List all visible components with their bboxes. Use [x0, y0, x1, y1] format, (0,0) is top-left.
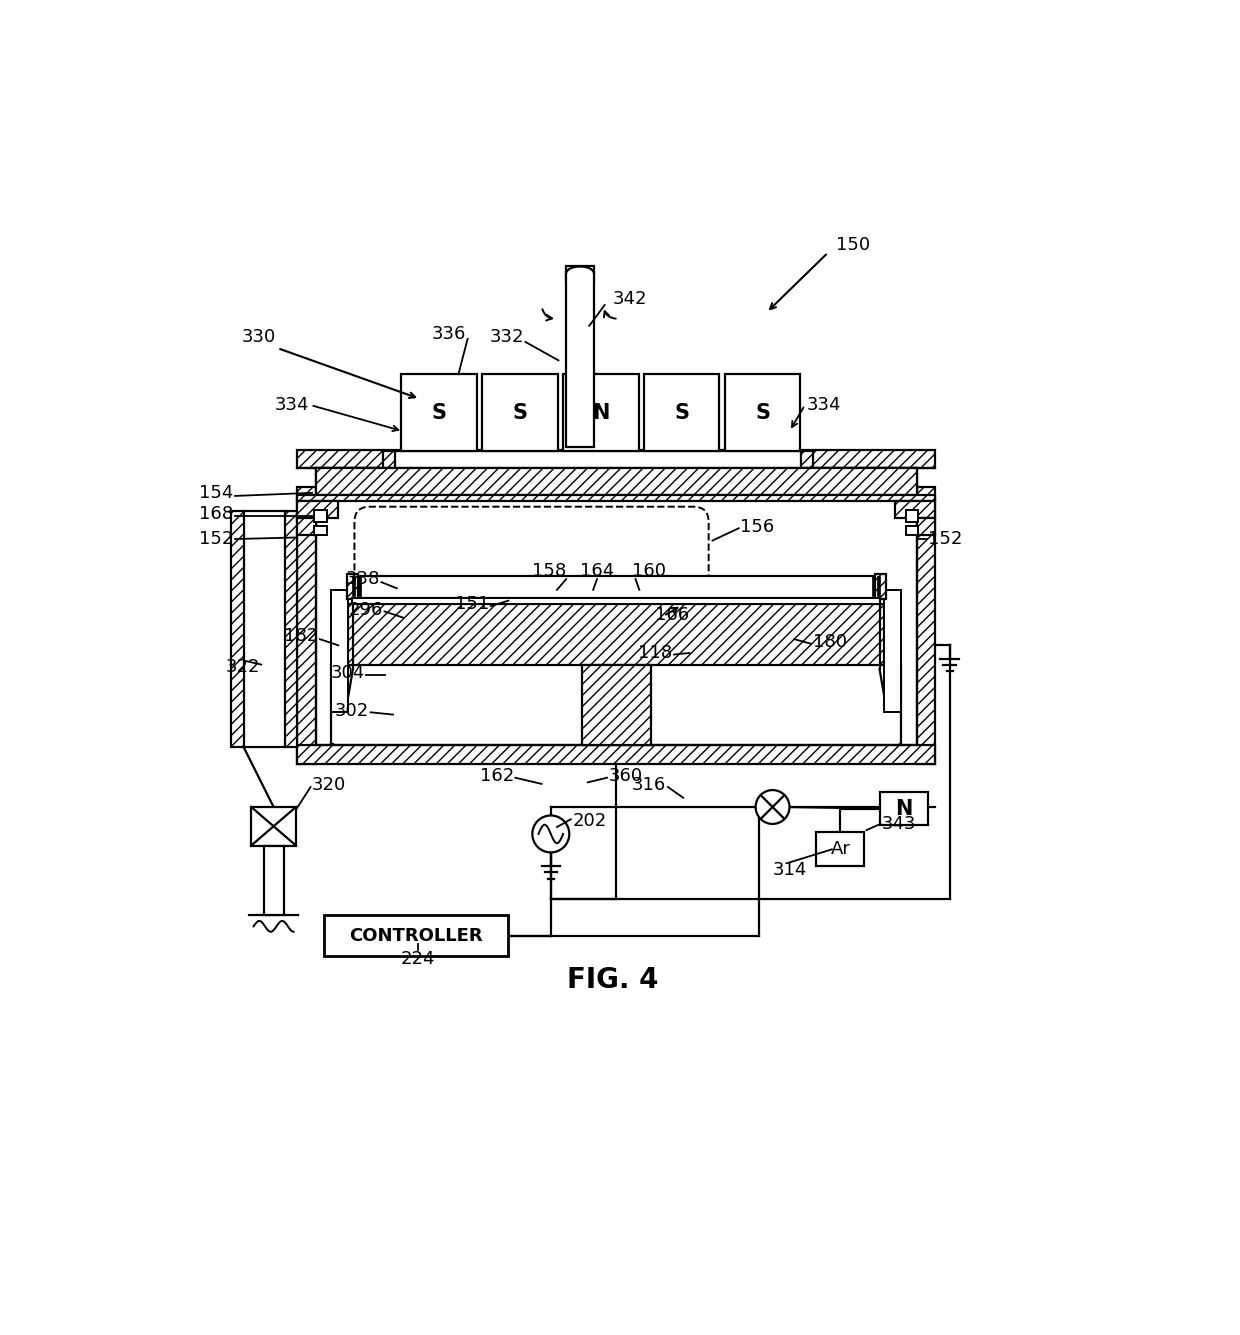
Text: 152: 152 [928, 530, 962, 549]
Text: Ar: Ar [831, 840, 851, 857]
Text: 150: 150 [836, 236, 869, 254]
Bar [563, 374, 639, 451]
Bar [916, 518, 935, 535]
Text: 334: 334 [806, 396, 841, 414]
Text: N: N [895, 798, 913, 818]
Bar [816, 832, 864, 865]
Text: 320: 320 [312, 777, 346, 794]
Bar [402, 374, 477, 451]
Bar [644, 374, 719, 451]
Text: 118: 118 [639, 643, 672, 662]
Text: 164: 164 [580, 562, 614, 581]
Circle shape [755, 790, 790, 824]
Bar [316, 469, 916, 495]
Bar [315, 510, 326, 522]
Bar [916, 487, 935, 764]
Text: FIG. 4: FIG. 4 [567, 967, 658, 995]
Bar [316, 469, 916, 745]
Text: 343: 343 [882, 814, 916, 833]
Bar [298, 487, 316, 764]
Bar [352, 575, 355, 595]
Text: 168: 168 [200, 506, 233, 523]
Text: 316: 316 [632, 777, 666, 794]
Bar [298, 502, 337, 518]
Bar [567, 267, 594, 447]
Bar [875, 574, 885, 599]
Text: 342: 342 [613, 290, 647, 308]
Bar [582, 665, 651, 745]
Text: 322: 322 [226, 658, 259, 676]
Text: 182: 182 [284, 627, 319, 645]
Bar [324, 914, 508, 956]
Bar [884, 590, 901, 712]
Bar [872, 575, 875, 595]
Bar [298, 495, 935, 502]
Bar [315, 526, 326, 535]
Bar [331, 590, 348, 712]
Text: S: S [675, 403, 689, 423]
Bar [252, 806, 296, 845]
Text: 334: 334 [274, 396, 309, 414]
Bar [264, 845, 284, 914]
Text: 360: 360 [609, 768, 642, 785]
Text: 314: 314 [773, 861, 807, 880]
Text: N: N [593, 403, 610, 423]
Circle shape [532, 816, 569, 853]
Bar [243, 510, 285, 748]
Bar [348, 575, 884, 598]
Bar [396, 451, 801, 469]
Text: 296: 296 [348, 601, 383, 619]
Text: 162: 162 [480, 768, 513, 785]
Text: 330: 330 [242, 328, 275, 346]
Bar [877, 575, 880, 595]
Bar [352, 598, 880, 603]
Bar [880, 792, 928, 825]
Bar [348, 603, 884, 665]
Text: 336: 336 [432, 326, 466, 343]
Bar [905, 510, 918, 522]
Text: 151: 151 [455, 594, 490, 613]
Bar [347, 574, 357, 599]
Bar [725, 374, 800, 451]
Text: S: S [755, 403, 770, 423]
Text: 158: 158 [532, 562, 567, 581]
Text: 152: 152 [200, 530, 233, 549]
Bar [298, 518, 316, 535]
Bar [895, 502, 935, 518]
Text: 154: 154 [200, 483, 233, 502]
Bar [285, 510, 298, 748]
Bar [331, 669, 901, 745]
Bar [482, 374, 558, 451]
Text: 224: 224 [401, 951, 435, 968]
Bar [298, 450, 935, 469]
Text: S: S [512, 403, 527, 423]
Bar [298, 745, 935, 764]
Text: 166: 166 [655, 606, 689, 623]
Text: 332: 332 [490, 328, 523, 346]
Text: 338: 338 [346, 570, 379, 589]
Text: 304: 304 [330, 663, 365, 682]
Bar [231, 510, 243, 748]
Bar [357, 575, 361, 595]
Bar [905, 526, 918, 535]
Text: 202: 202 [573, 812, 606, 830]
Text: 156: 156 [740, 518, 775, 535]
Text: 180: 180 [812, 633, 847, 651]
Text: 160: 160 [631, 562, 666, 581]
Text: CONTROLLER: CONTROLLER [350, 926, 482, 945]
FancyBboxPatch shape [355, 507, 708, 599]
Text: 302: 302 [335, 702, 370, 720]
Text: S: S [432, 403, 446, 423]
